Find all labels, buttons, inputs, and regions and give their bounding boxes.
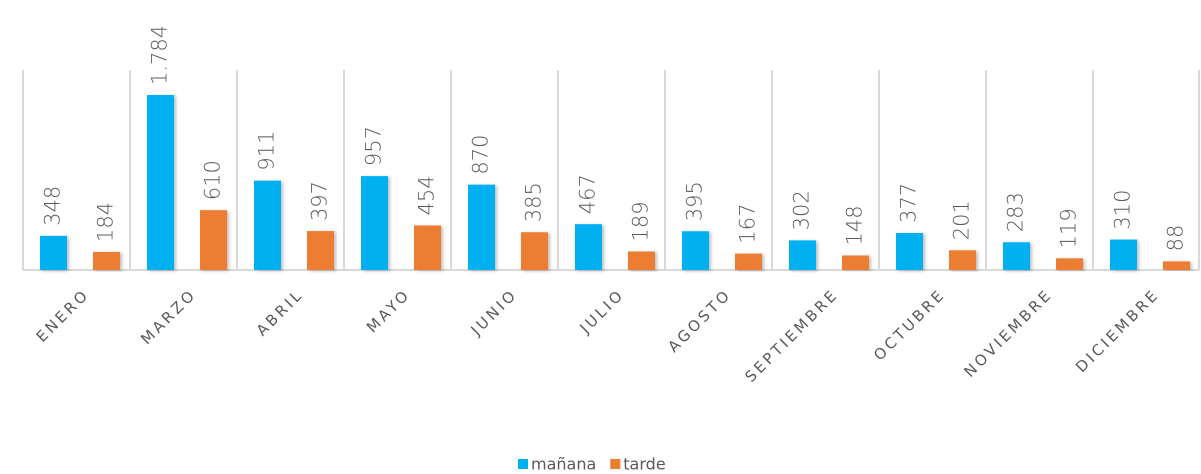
bar [200,210,227,270]
x-tick-label: ENERO [33,285,93,345]
legend-swatch [518,459,528,469]
data-label: 184 [94,202,118,242]
x-tick-label: SEPTIEMBRE [741,285,842,386]
bar [575,224,602,270]
bar [307,231,334,270]
bar [1003,242,1030,270]
data-label: 870 [469,135,493,175]
data-label: 957 [362,126,386,166]
x-tick-label: MARZO [137,285,200,348]
data-label: 119 [1057,208,1081,248]
bar [361,176,388,270]
data-label: 385 [522,182,546,222]
bar [949,250,976,270]
x-tick-label: AGOSTO [664,285,735,356]
data-label: 911 [255,131,279,171]
x-tick-label: DICIEMBRE [1072,285,1163,376]
data-label: 1.784 [148,25,172,85]
bar [896,233,923,270]
bar [468,184,495,270]
x-tick-label: JUNIO [467,285,521,339]
x-tick-label: OCTUBRE [870,285,949,364]
bar [682,231,709,270]
data-label: 348 [41,186,65,226]
data-label: 148 [843,205,867,245]
bar [521,232,548,270]
data-label: 395 [683,181,707,221]
bar [93,251,120,270]
x-tick-label: NOVIEMBRE [961,285,1057,381]
data-label: 283 [1004,192,1028,232]
data-label: 397 [308,181,332,221]
bar [842,255,869,270]
data-label: 201 [950,200,974,240]
x-tick-label: MAYO [363,285,414,336]
bar [1056,258,1083,270]
bar [628,251,655,270]
data-label: 88 [1164,225,1188,252]
data-label: 167 [736,204,760,244]
data-label: 454 [415,175,439,215]
bar [254,180,281,270]
bar [147,95,174,270]
bar [1163,261,1190,270]
bar [735,253,762,270]
bar [1110,239,1137,270]
legend-label: mañana [531,455,596,474]
bar [789,240,816,270]
bar [40,235,67,270]
legend-swatch [610,459,621,469]
data-label: 302 [790,190,814,230]
x-tick-label: JULIO [576,285,628,337]
x-tick-label: ABRIL [253,285,307,339]
bar [414,225,441,270]
data-label: 189 [629,201,653,241]
legend-label: tarde [623,455,665,474]
data-label: 377 [897,183,921,223]
data-label: 467 [576,174,600,214]
data-label: 310 [1111,189,1135,229]
data-label: 610 [201,160,225,200]
